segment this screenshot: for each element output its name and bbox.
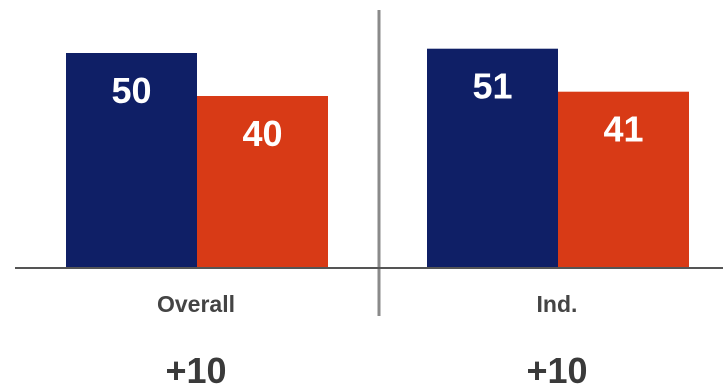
data-label-ind-1: 41 xyxy=(603,109,643,150)
category-label-overall: Overall xyxy=(157,291,235,317)
bar-overall-1 xyxy=(197,96,328,268)
data-label-overall-0: 50 xyxy=(111,70,151,111)
category-label-ind: Ind. xyxy=(537,291,578,317)
margin-label-overall: +10 xyxy=(165,350,226,390)
data-label-overall-1: 40 xyxy=(242,113,282,154)
bar-ind-0 xyxy=(427,48,558,269)
bar-overall-0 xyxy=(66,53,197,268)
bar-ind-1 xyxy=(558,91,689,268)
margin-label-ind: +10 xyxy=(526,350,587,390)
data-label-ind-0: 51 xyxy=(472,66,512,107)
